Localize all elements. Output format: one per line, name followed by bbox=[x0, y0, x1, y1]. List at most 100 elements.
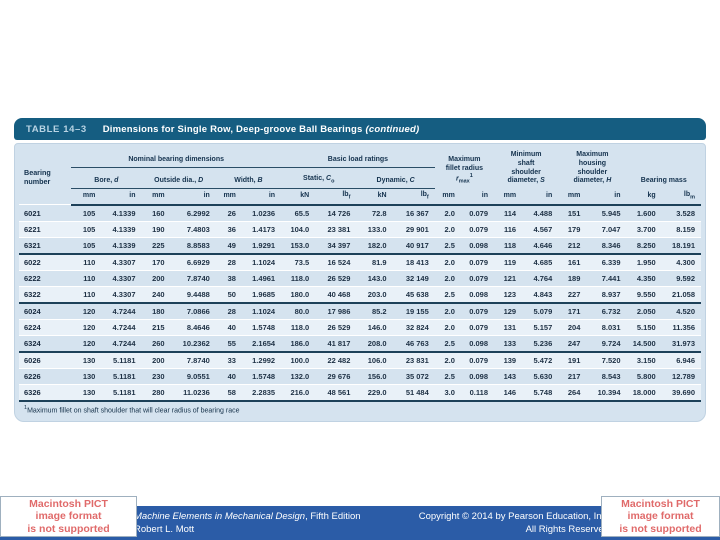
table-cell: 11.0236 bbox=[170, 383, 216, 402]
unit-header-cell: in bbox=[170, 188, 216, 206]
table-cell: 5.1181 bbox=[101, 367, 142, 385]
unit-header-cell: in bbox=[241, 188, 282, 206]
table-cell: 40 bbox=[215, 367, 242, 385]
col-group-nominal-dimensions: Nominal bearing dimensions bbox=[71, 149, 282, 168]
table-cell: 5.1181 bbox=[101, 351, 142, 369]
unit-header-cell: mm bbox=[434, 188, 461, 206]
table-cell: 260 bbox=[141, 334, 171, 353]
table-cell: 146 bbox=[494, 383, 523, 402]
table-card: TABLE 14–3 Dimensions for Single Row, De… bbox=[14, 118, 706, 423]
table-cell: 116 bbox=[494, 220, 523, 238]
table-cell: 50 bbox=[215, 285, 242, 304]
table-cell: 9.724 bbox=[586, 334, 627, 353]
table-cell: 5.800 bbox=[626, 367, 662, 385]
table-cell: 2.0 bbox=[434, 351, 461, 369]
table-cell: 132.0 bbox=[281, 367, 316, 385]
table-cell: 8.543 bbox=[586, 367, 627, 385]
table-cell: 208.0 bbox=[356, 334, 393, 353]
unit-header-cell: kN bbox=[281, 188, 316, 206]
table-cell: 104.0 bbox=[281, 220, 316, 238]
table-cell: 0.079 bbox=[460, 318, 494, 336]
table-cell: 160 bbox=[141, 204, 171, 222]
table-cell: 179 bbox=[558, 220, 587, 238]
table-cell: 8.346 bbox=[586, 236, 627, 255]
footer-copyright: Copyright © 2014 by Pearson Education, I… bbox=[419, 511, 609, 537]
table-cell: 11.356 bbox=[661, 318, 701, 336]
table-cell: 2.0 bbox=[434, 253, 461, 271]
table-cell: 5.630 bbox=[522, 367, 559, 385]
table-cell: 129 bbox=[494, 302, 523, 320]
table-title-bar: TABLE 14–3 Dimensions for Single Row, De… bbox=[14, 118, 706, 140]
table-cell: 130 bbox=[71, 351, 102, 369]
table-cell: 110 bbox=[71, 253, 102, 271]
table-cell: 153.0 bbox=[281, 236, 316, 255]
table-cell: 216.0 bbox=[281, 383, 316, 402]
table-cell: 6.732 bbox=[586, 302, 627, 320]
table-cell: 32 824 bbox=[392, 318, 435, 336]
table-cell: 4.3307 bbox=[101, 269, 142, 287]
table-cell: 6.339 bbox=[586, 253, 627, 271]
table-cell: 1.5748 bbox=[241, 318, 282, 336]
pict-placeholder-right: Macintosh PICT image format is not suppo… bbox=[601, 496, 720, 537]
table-cell: 110 bbox=[71, 269, 102, 287]
table-cell: 139 bbox=[494, 351, 523, 369]
col-header-static: Static, Co bbox=[281, 167, 357, 189]
book-title: Machine Elements in Mechanical Design bbox=[134, 511, 306, 522]
table-cell: 2.2835 bbox=[241, 383, 282, 402]
copyright-line: Copyright © 2014 by Pearson Education, I… bbox=[418, 511, 609, 522]
table-cell: 40 468 bbox=[315, 285, 357, 304]
table-cell: 17 986 bbox=[315, 302, 357, 320]
table-cell: 16 367 bbox=[392, 204, 435, 222]
table-cell: 0.098 bbox=[460, 367, 494, 385]
table-cell: 40 917 bbox=[392, 236, 435, 255]
table-cell: 191 bbox=[558, 351, 587, 369]
table-cell: 8.4646 bbox=[170, 318, 216, 336]
table-cell: 7.4803 bbox=[170, 220, 216, 238]
table-cell: 2.1654 bbox=[241, 334, 282, 353]
bearing-number-cell: 6024 bbox=[19, 302, 72, 320]
table-cell: 4.300 bbox=[661, 253, 701, 271]
table-cell: 18 413 bbox=[392, 253, 435, 271]
table-cell: 156.0 bbox=[356, 367, 393, 385]
table-cell: 9.0551 bbox=[170, 367, 216, 385]
table-cell: 5.748 bbox=[522, 383, 559, 402]
table-cell: 4.843 bbox=[522, 285, 559, 304]
table-cell: 4.488 bbox=[522, 204, 559, 222]
table-cell: 2.0 bbox=[434, 220, 461, 238]
table-cell: 21.058 bbox=[661, 285, 701, 304]
group-header-row: Bearing number Nominal bearing dimension… bbox=[19, 149, 701, 186]
table-cell: 1.1024 bbox=[241, 302, 282, 320]
table-row: 6321 105 4.1339 225 8.8583 49 1.9291 153.0 34 39… bbox=[19, 236, 701, 255]
table-cell: 215 bbox=[141, 318, 171, 336]
table-cell: 7.047 bbox=[586, 220, 627, 238]
table-cell: 0.079 bbox=[460, 204, 494, 222]
table-cell: 130 bbox=[71, 383, 102, 402]
table-cell: 229.0 bbox=[356, 383, 393, 402]
rights-line: All Rights Reserved bbox=[525, 523, 609, 535]
table-cell: 4.350 bbox=[626, 269, 662, 287]
table-cell: 203.0 bbox=[356, 285, 393, 304]
table-cell: 5.1181 bbox=[101, 383, 142, 402]
col-header-width: Width, B bbox=[215, 167, 282, 189]
col-header-bearing-number: Bearing number bbox=[24, 167, 51, 186]
table-cell: 0.118 bbox=[460, 383, 494, 402]
table-cell: 2.5 bbox=[434, 334, 461, 353]
table-cell: 0.079 bbox=[460, 302, 494, 320]
table-cell: 85.2 bbox=[356, 302, 393, 320]
table-cell: 7.0866 bbox=[170, 302, 216, 320]
table-cell: 0.098 bbox=[460, 334, 494, 353]
table-cell: 45 638 bbox=[392, 285, 435, 304]
table-cell: 8.159 bbox=[661, 220, 701, 238]
table-cell: 186.0 bbox=[281, 334, 316, 353]
table-cell: 2.0 bbox=[434, 269, 461, 287]
table-cell: 2.5 bbox=[434, 285, 461, 304]
table-cell: 4.646 bbox=[522, 236, 559, 255]
table-cell: 5.157 bbox=[522, 318, 559, 336]
table-cell: 1.9291 bbox=[241, 236, 282, 255]
unit-header-cell: lbf bbox=[392, 188, 435, 206]
table-cell: 35 072 bbox=[392, 367, 435, 385]
table-cell: 5.236 bbox=[522, 334, 559, 353]
table-cell: 120 bbox=[71, 302, 102, 320]
table-cell: 10.2362 bbox=[170, 334, 216, 353]
